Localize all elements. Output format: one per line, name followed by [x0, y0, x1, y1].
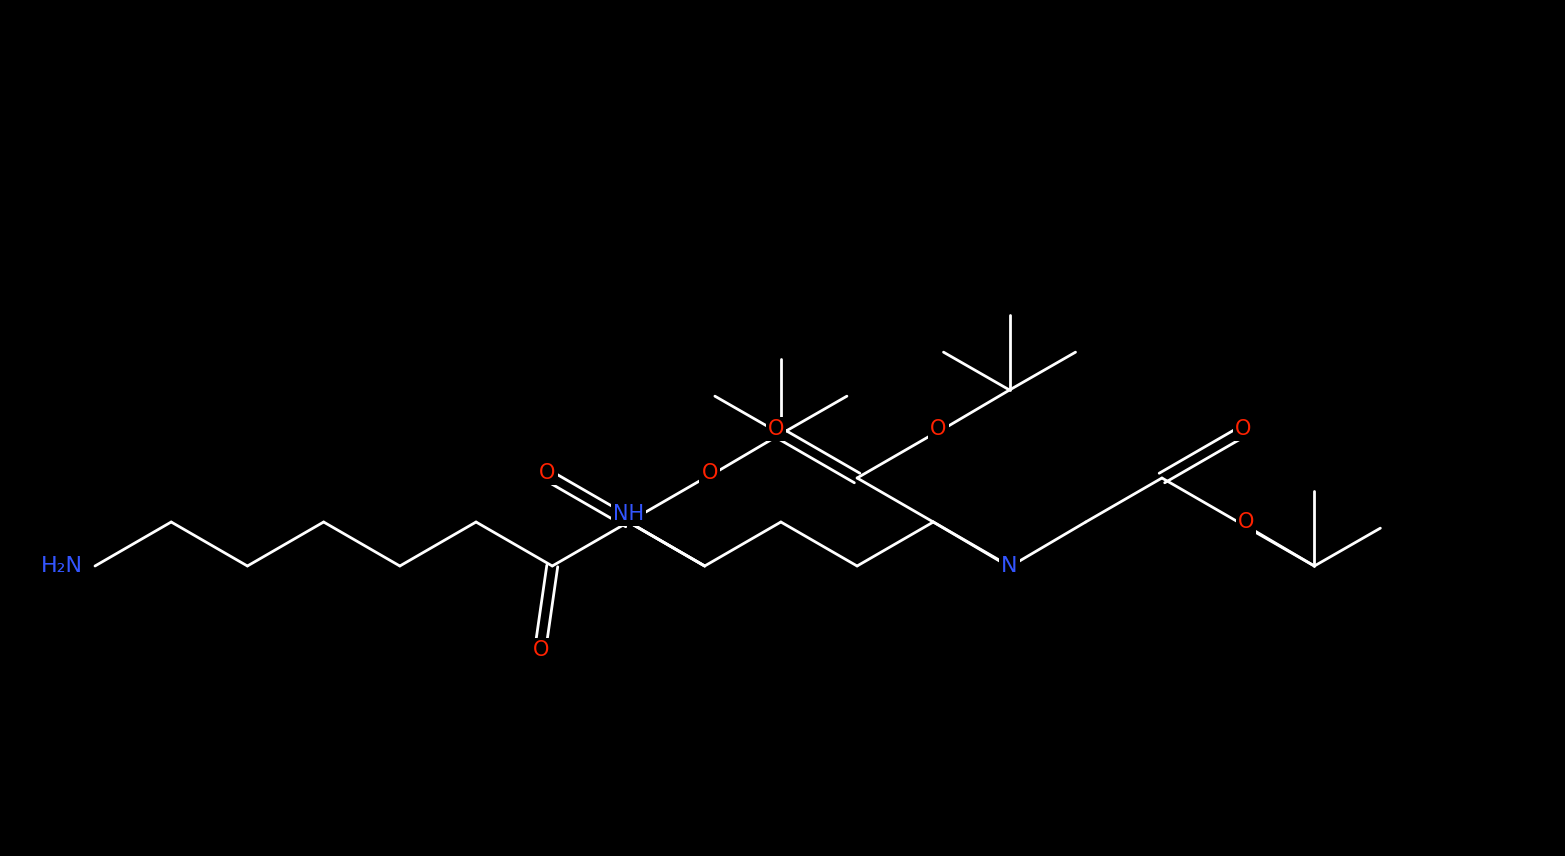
Text: O: O: [1235, 419, 1252, 439]
Text: O: O: [532, 640, 549, 660]
Text: NH: NH: [613, 504, 645, 524]
Text: O: O: [768, 419, 784, 439]
Text: N: N: [1002, 556, 1017, 576]
Text: H₂N: H₂N: [41, 556, 83, 576]
Text: O: O: [701, 463, 718, 483]
Text: O: O: [1238, 512, 1254, 532]
Text: O: O: [930, 419, 947, 439]
Text: O: O: [538, 463, 556, 483]
